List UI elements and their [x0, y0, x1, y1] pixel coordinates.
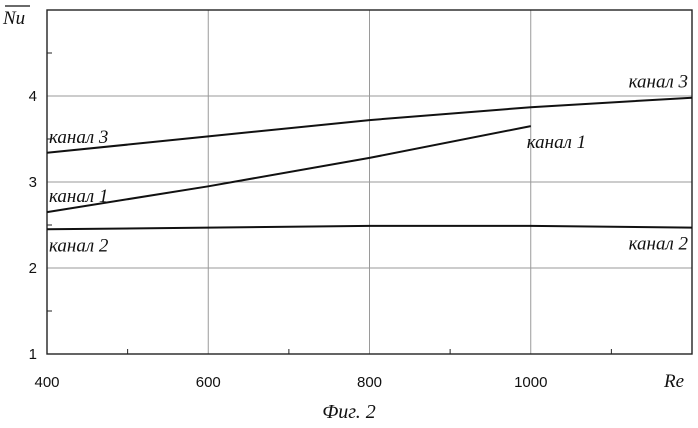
x-tick-label: 1000	[514, 374, 547, 391]
series-label: канал 1	[49, 186, 108, 207]
x-tick-labels: 400 600 800 1000	[34, 374, 547, 391]
y-tick-labels: 1 2 3 4	[29, 88, 37, 363]
x-tick-label: 600	[196, 374, 221, 391]
y-tick-label: 2	[29, 260, 37, 277]
y-tick-label: 3	[29, 174, 37, 191]
figure-caption: Фиг. 2	[322, 401, 376, 423]
series-line	[47, 126, 531, 212]
x-tick-label: 400	[34, 374, 59, 391]
x-axis-label: Re	[663, 371, 684, 392]
nu-re-chart: 400 600 800 1000 1 2 3 4 канал 3 канал 3 канал 1…	[0, 0, 698, 428]
series-label: канал 1	[527, 132, 586, 153]
y-tick-label: 1	[29, 346, 37, 363]
series-label: канал 2	[629, 234, 689, 255]
grid	[47, 10, 692, 354]
series-label: канал 3	[629, 72, 688, 93]
y-tick-label: 4	[29, 88, 37, 105]
series-label: канал 2	[49, 235, 109, 256]
minor-ticks	[47, 53, 611, 354]
series-label: канал 3	[49, 127, 108, 148]
x-tick-label: 800	[357, 374, 382, 391]
y-axis-label: Nu	[2, 8, 25, 29]
